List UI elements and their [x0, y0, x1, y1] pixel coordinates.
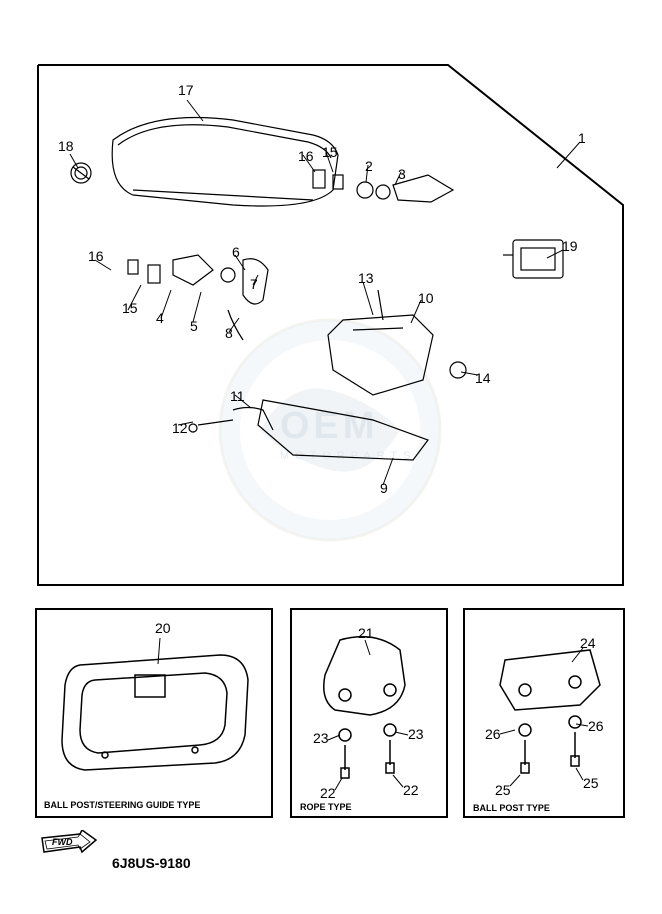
diagram-number: 6J8US-9180	[112, 855, 191, 871]
fwd-label: FWD	[52, 837, 73, 847]
leaders-bottom	[0, 0, 662, 914]
diagram-container: OEM MOTORPARTS	[0, 0, 662, 914]
